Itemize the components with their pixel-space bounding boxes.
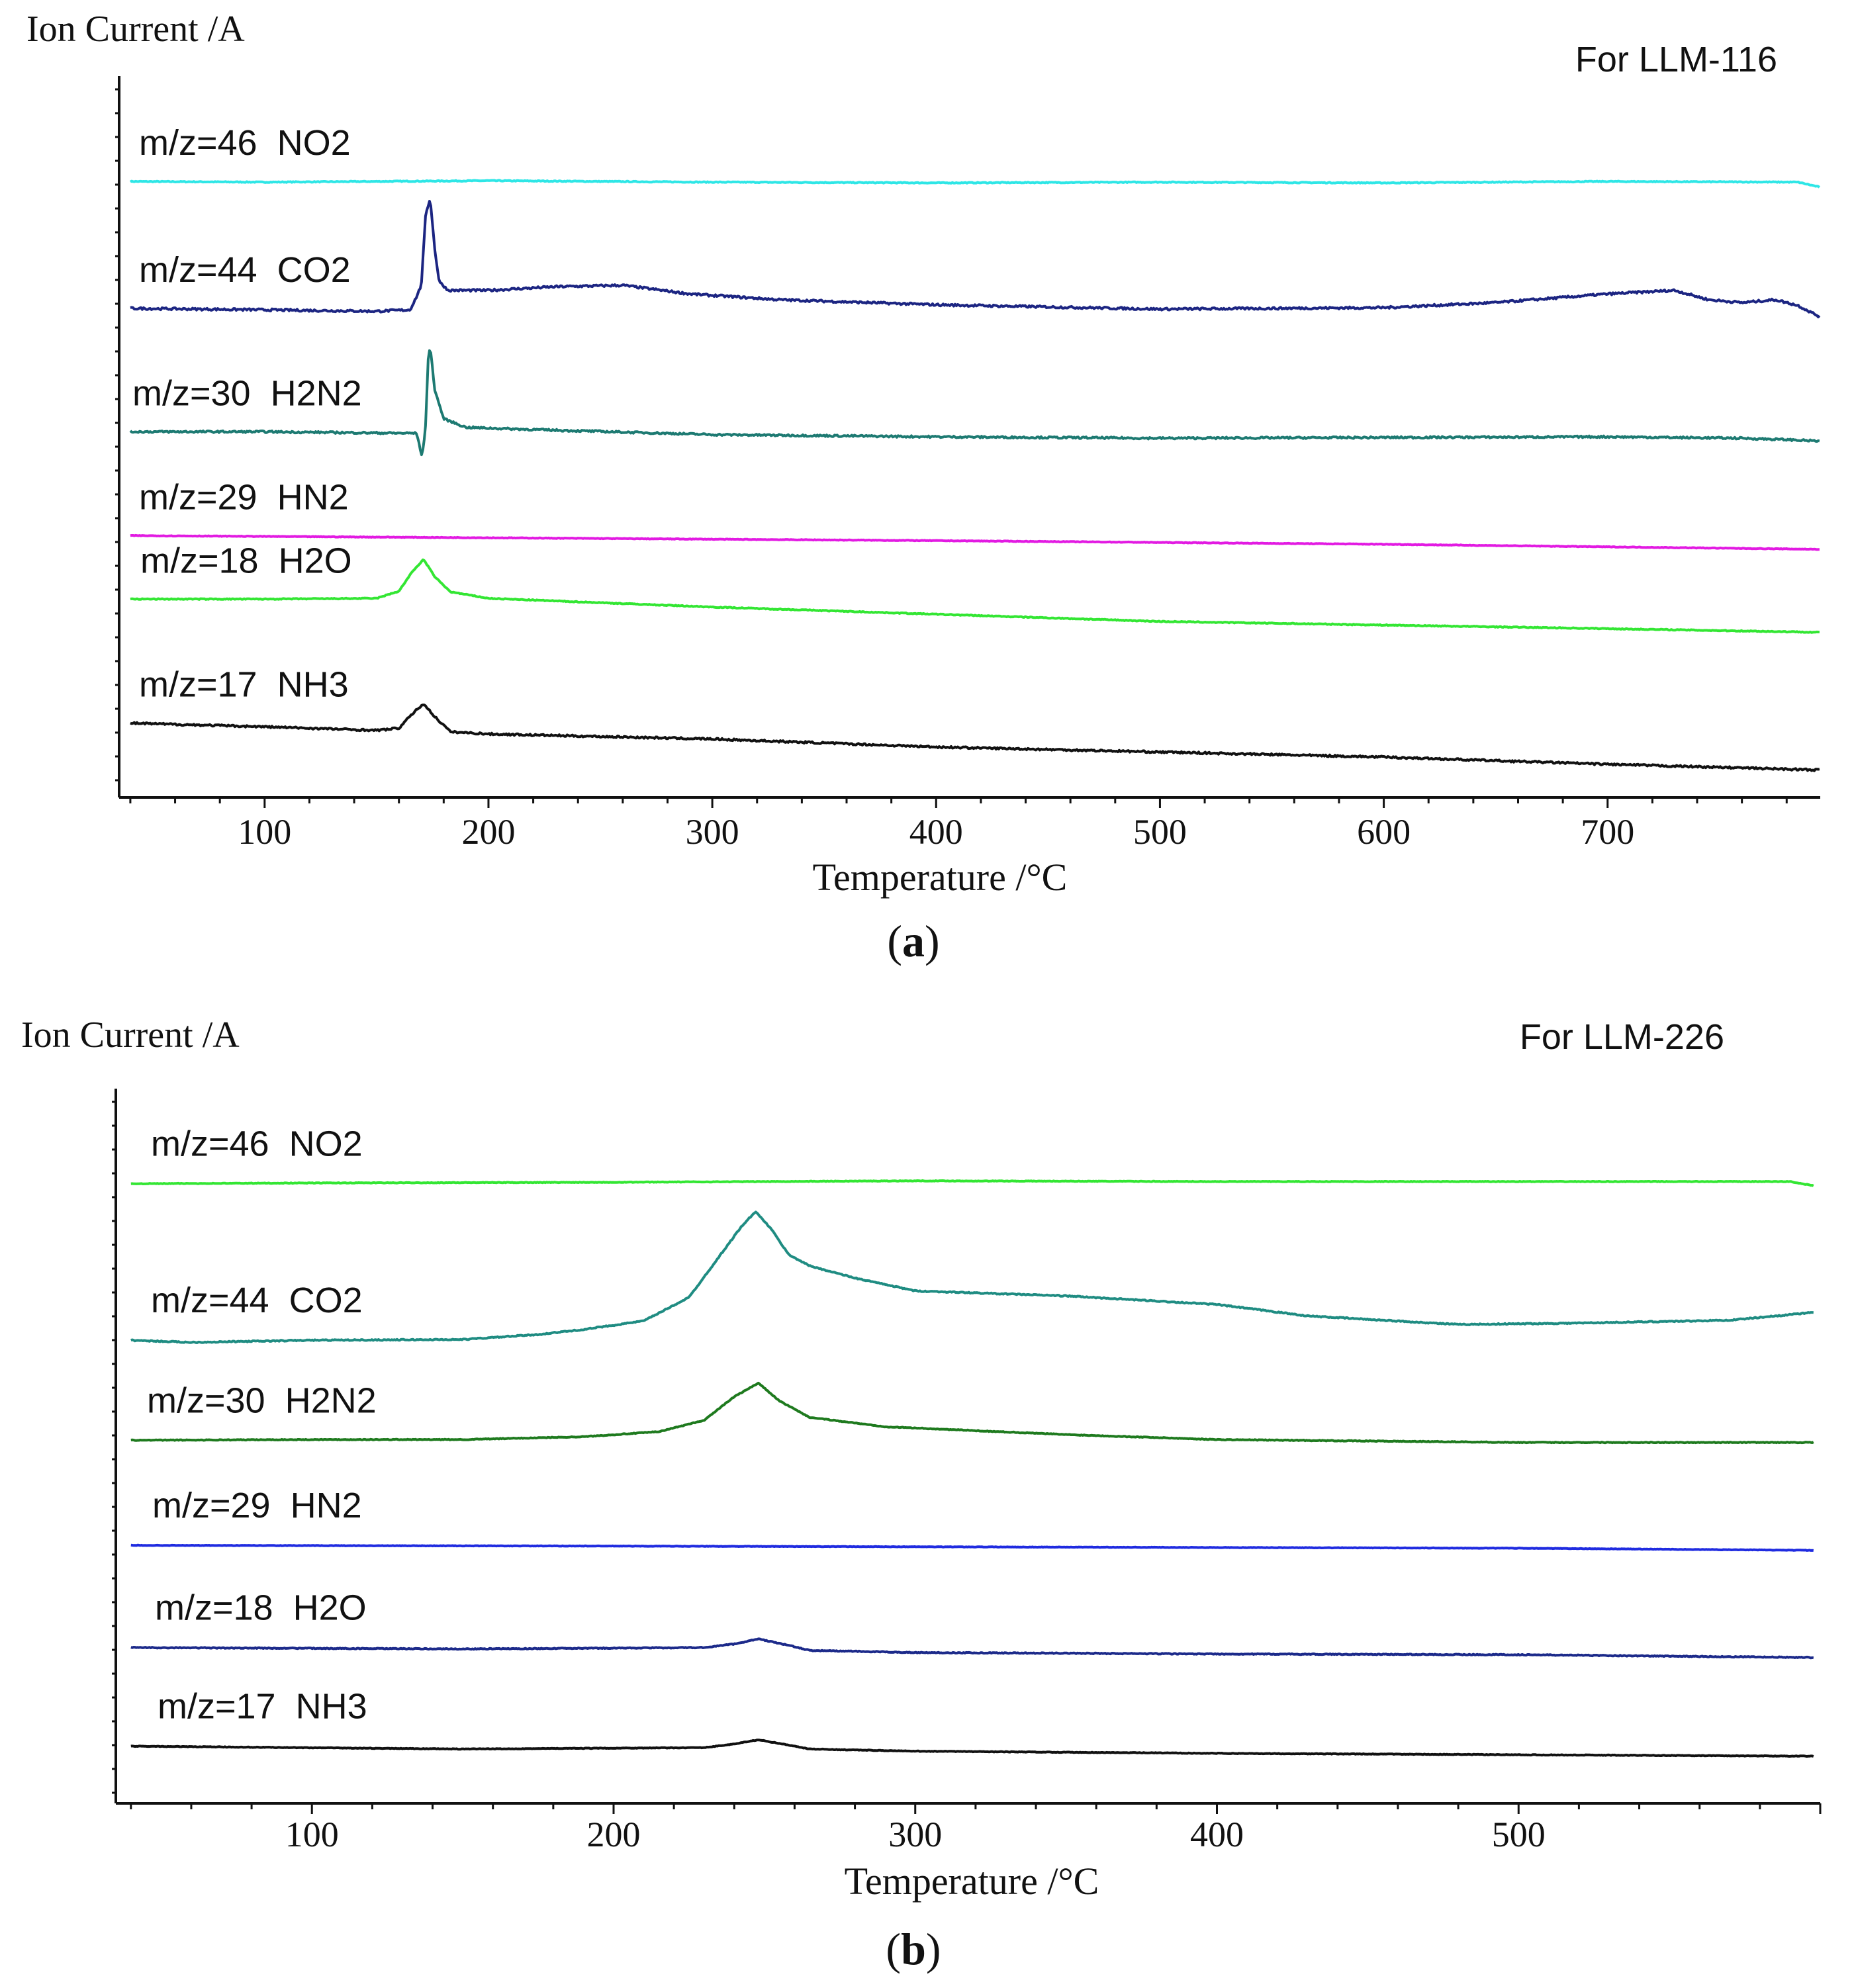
panel-label: (b) (886, 1924, 941, 1974)
series-line (130, 703, 1820, 772)
series-labels: m/z=46 NO2 m/z=44 CO2 m/z=30 H2N2 m/z=29 HN… (132, 123, 362, 705)
x-tick-label: 500 (1133, 812, 1187, 852)
series-label: m/z=44 CO2 (151, 1281, 363, 1320)
x-tick-label: 500 (1492, 1815, 1546, 1854)
series-lines (130, 1179, 1814, 1758)
series-label: m/z=18 H2O (155, 1588, 367, 1628)
x-tick-label: 600 (1357, 812, 1411, 852)
series-label: m/z=44 CO2 (139, 250, 351, 290)
series-line (129, 179, 1821, 189)
series-label: m/z=30 H2N2 (147, 1380, 377, 1420)
axis-ticks (112, 1101, 1822, 1814)
x-tick-label: 200 (461, 812, 515, 852)
panel-label: (a) (887, 916, 939, 966)
x-axis-label: Temperature /°C (813, 856, 1068, 899)
x-tick-label: 400 (909, 812, 963, 852)
series-line (130, 1179, 1814, 1187)
x-tick-label: 400 (1190, 1815, 1244, 1854)
panel-a: Ion Current /A For LLM-116 m/z=46 NO2m/z… (26, 9, 1821, 966)
series-line (130, 558, 1820, 634)
series-label: m/z=17 NH3 (158, 1687, 367, 1727)
series-line (130, 533, 1820, 551)
x-tick-label: 300 (888, 1815, 942, 1854)
series-label: m/z=46 NO2 (151, 1124, 363, 1164)
series-line (130, 200, 1821, 318)
y-axis-label: Ion Current /A (21, 1015, 240, 1056)
series-line (130, 1637, 1814, 1660)
series-line (130, 1543, 1814, 1552)
x-tick-labels: 100 200 300 400 500 (285, 1815, 1546, 1854)
axis-ticks (115, 88, 1788, 808)
x-axis-label: Temperature /°C (845, 1860, 1099, 1903)
series-line (130, 1210, 1814, 1344)
panel-b: Ion Current /A For LLM-226 m/z=46 NO2m/z… (21, 1015, 1822, 1974)
series-label: m/z=17 NH3 (139, 665, 349, 705)
x-tick-label: 700 (1581, 812, 1634, 852)
series-label: m/z=29 HN2 (152, 1486, 362, 1525)
series-label: m/z=30 H2N2 (132, 373, 362, 413)
series-label: m/z=46 NO2 (139, 123, 351, 163)
x-tick-label: 300 (686, 812, 739, 852)
chart-title: For LLM-116 (1575, 40, 1777, 79)
chart-title: For LLM-226 (1520, 1017, 1724, 1057)
series-label: m/z=18 H2O (140, 541, 352, 580)
y-axis-label: Ion Current /A (26, 9, 245, 50)
x-tick-label: 100 (285, 1815, 339, 1854)
x-tick-label: 200 (586, 1815, 640, 1854)
series-line (130, 1381, 1814, 1445)
series-lines (129, 179, 1821, 772)
series-line (130, 1739, 1814, 1758)
series-labels: m/z=46 NO2 m/z=44 CO2 m/z=30 H2N2 m/z=29 HN… (147, 1124, 377, 1727)
x-tick-label: 100 (238, 812, 291, 852)
series-line (129, 349, 1820, 457)
x-tick-labels: 100 200 300 400 500 600 700 (238, 812, 1634, 852)
series-label: m/z=29 HN2 (139, 477, 349, 517)
